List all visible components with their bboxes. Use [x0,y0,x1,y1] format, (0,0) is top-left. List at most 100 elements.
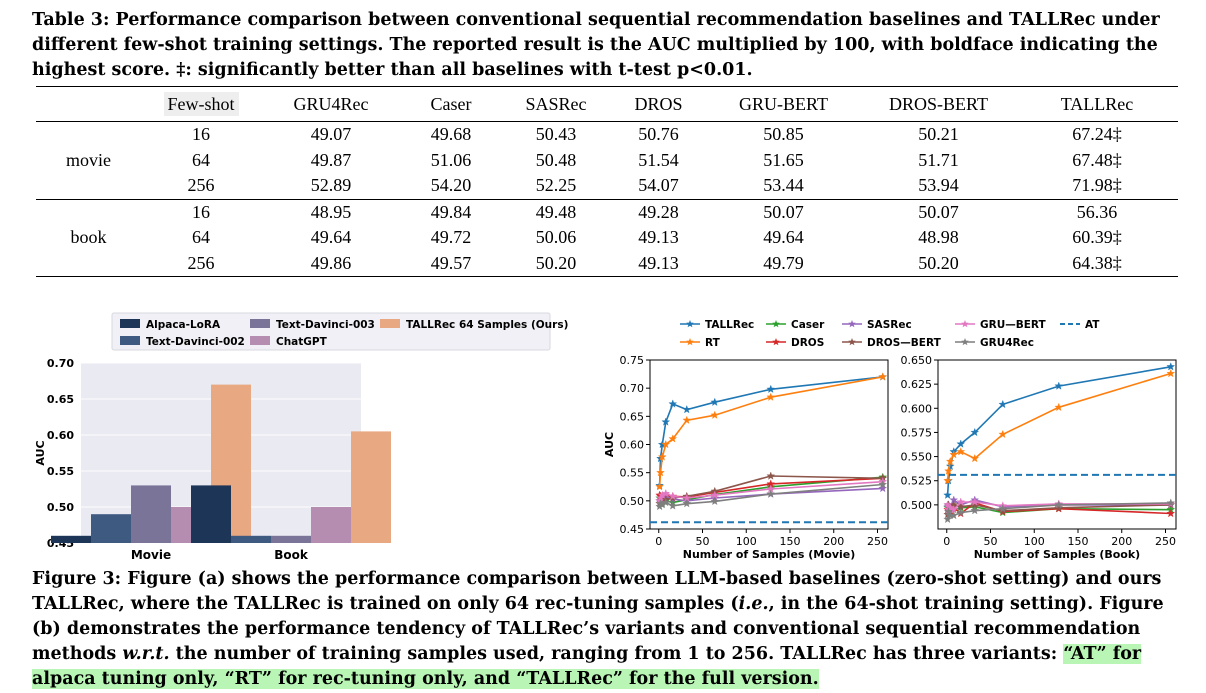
header-dros-bert: DROS-BERT [889,93,988,114]
cell: 51.54 [638,149,679,170]
bar-chatgpt [311,507,351,543]
legend-marker [686,338,694,346]
bar-text-davinci-003 [131,485,171,543]
legend-swatch [250,319,270,328]
table-row: book 16 48.95 49.84 49.48 49.28 50.07 50… [36,199,1178,248]
book-series-gru4rec-point [1166,498,1176,507]
movie-series-sasrec-point [878,483,888,493]
book-series-dros-point [1166,508,1176,518]
table-row: 64 49.87 51.06 50.48 51.54 51.65 51.71 6… [36,148,1178,174]
legend-swatch [250,336,270,345]
cell: 51.71 [918,149,959,170]
group-label-book: book [70,227,107,248]
book-series-rt-point [970,453,980,463]
legend-label: TALLRec [705,319,754,331]
cell: 53.94 [918,175,959,196]
movie-series-gru4rec-point [766,489,776,498]
legend-label: RT [705,337,721,349]
cell: 49.48 [535,201,577,222]
movie-xtick-label: 0 [655,535,662,548]
legend-label: Text-Davinci-002 [146,336,245,348]
bar-category-label: Movie [131,548,171,562]
book-xtick-label: 100 [1024,535,1045,548]
book-series-dros-bert-point [1054,503,1064,512]
table-caption: Table 3: Performance comparison between … [32,10,1160,80]
movie-ylabel: AUC [603,432,616,457]
bar-category-label: Book [274,548,309,562]
book-xtick-label: 0 [943,535,950,548]
book-series-gru4rec-point [943,514,952,524]
movie-series-rt [658,376,883,487]
book-series-rt-point [1054,402,1064,412]
header-dros: DROS [634,93,683,114]
movie-xtick-label: 150 [780,535,801,548]
bar-ylabel: AUC [34,440,47,465]
legend-label: AT [1085,319,1100,331]
book-series-gru4rec-point [944,507,953,516]
cell: 49.87 [310,149,352,170]
legend-swatch [120,336,140,345]
cell: 53.44 [763,175,804,196]
cell: 52.89 [310,175,352,196]
movie-ytick-label: 0.55 [620,467,645,480]
legend-marker [686,320,694,328]
movie-xtick-label: 100 [736,535,757,548]
bar-alpaca-lora [191,485,231,543]
movie-ytick-label: 0.75 [620,354,645,367]
book-ytick-label: 0.625 [901,378,933,391]
table-group-book: book 16 48.95 49.84 49.48 49.28 50.07 50… [36,199,1178,277]
book-series-tallrec-point [943,490,952,499]
table-row: 256 49.86 49.57 50.20 49.13 49.79 50.20 … [36,251,1178,277]
movie-xtick-label: 50 [696,535,710,548]
bar-legend-box [111,312,551,351]
movie-series-tallrec-point [766,384,776,393]
legend-label: DROS—BERT [867,337,942,349]
bar-alpaca-lora [51,535,91,543]
movie-ytick-label: 0.50 [620,495,645,508]
movie-xtick-label: 250 [867,535,888,548]
legend-label: GRU—BERT [980,319,1047,331]
movie-series-gru-bert-point [661,488,671,498]
book-series-gru4rec-point [970,506,980,515]
table-row: 64 49.64 49.72 50.06 49.13 49.64 48.98 6… [36,225,1178,251]
cell-best: 56.36 [1076,201,1118,222]
legend-marker [848,338,856,346]
cell: 49.64 [763,227,804,248]
cell: 64 [192,149,210,170]
book-ytick-label: 0.525 [901,475,933,488]
book-ytick-label: 0.500 [901,499,933,512]
legend-label: DROS [791,337,824,349]
book-series-tallrec-point [956,439,966,448]
book-ytick-label: 0.550 [901,451,933,464]
cell: 50.20 [535,252,577,273]
book-ytick-label: 0.600 [901,402,933,415]
book-ytick-label: 0.575 [901,426,933,439]
movie-series-rt-point [682,415,692,424]
book-series-gru4rec-point [949,510,959,520]
book-series-tallrec-point [970,427,980,437]
legend-swatch [380,319,400,328]
cell: 50.43 [535,124,577,145]
movie-series-gru4rec-point [682,499,692,508]
movie-series-gru-bert-point [668,491,678,501]
header-tallrec: TALLRec [1060,93,1134,114]
cell-best: 67.48‡ [1072,149,1122,170]
book-series-gru-bert-point [945,503,955,512]
book-xtick-label: 150 [1068,535,1089,548]
bar-ytick-label: 0.65 [47,393,74,406]
cell: 256 [187,252,215,273]
legend-label: Alpaca-LoRA [146,319,221,331]
cell: 49.79 [763,252,804,273]
legend-label: TALLRec 64 Samples (Ours) [406,319,568,331]
cell: 50.85 [763,124,804,145]
book-series-tallrec-point [1054,381,1064,390]
book-xlabel: Number of Samples (Book) [974,548,1140,561]
cell: 54.20 [430,175,472,196]
cell: 49.68 [430,124,472,145]
legend-label: GRU4Rec [980,337,1034,349]
legend-marker [961,320,969,328]
cell: 49.84 [430,201,472,222]
cell-best: 60.39‡ [1072,227,1122,248]
book-xtick-label: 50 [984,535,998,548]
table-header-row: Few-shot GRU4Rec Caser SASRec DROS GRU-B… [36,86,1178,122]
